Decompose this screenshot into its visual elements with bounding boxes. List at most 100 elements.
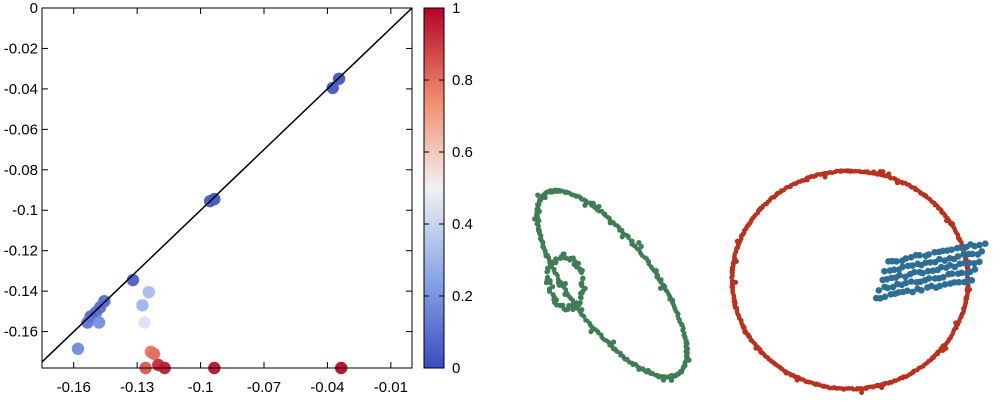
scatter-point-13 (143, 286, 155, 298)
green-cloud-point (582, 203, 587, 208)
blue-cloud-point (926, 275, 933, 282)
blue-cloud-point (882, 294, 889, 301)
colorbar-tick-label: 0.4 (452, 216, 473, 233)
red-cloud-point (734, 259, 739, 264)
green-cloud-point (630, 362, 635, 367)
y-axis: 0 -0.02 -0.04 -0.06 -0.08 -0.1 -0.12 -0.14 -0.16 (4, 0, 412, 341)
red-cloud-point (735, 239, 740, 244)
red-cloud-point (967, 287, 972, 292)
green-inner-point (545, 275, 550, 280)
green-cloud-point (620, 234, 625, 239)
green-cloud-point (678, 370, 683, 375)
red-cloud-point (895, 180, 900, 185)
green-cloud-point (543, 195, 548, 200)
blue-cloud-point (876, 287, 883, 294)
scatter-point-14 (138, 316, 150, 328)
point-cloud-panel (532, 168, 989, 395)
green-cloud-point (537, 209, 542, 214)
colorbar: 0 0.2 0.4 0.6 0.8 1 (424, 0, 473, 377)
green-inner-point (576, 301, 581, 306)
green-cloud-point (588, 329, 593, 334)
green-inner-point (547, 286, 552, 291)
green-cloud-point (669, 373, 674, 378)
red-cloud-point (880, 169, 885, 174)
scatter-point-10 (93, 316, 105, 328)
x-axis: -0.16 -0.13 -0.1 -0.07 -0.04 -0.01 (57, 8, 408, 396)
x-tick-label: -0.16 (57, 379, 91, 396)
colorbar-tick-label: 0 (452, 360, 460, 377)
red-cloud-point (805, 177, 810, 182)
x-tick-label: -0.13 (120, 379, 154, 396)
identity-line (42, 8, 412, 362)
scatter-point-16 (148, 348, 160, 360)
blue-cloud-point (918, 287, 925, 294)
red-cloud-point (953, 320, 958, 325)
green-cloud-point (532, 216, 537, 221)
scatter-points (72, 73, 348, 375)
green-cloud-point (579, 307, 584, 312)
green-cloud-point (563, 281, 568, 286)
scatter-point-11 (72, 343, 84, 355)
x-tick-label: -0.01 (374, 379, 408, 396)
colorbar-tick-label: 0.8 (452, 72, 473, 89)
red-cloud-point (795, 378, 800, 383)
green-ellipse-cloud (532, 188, 692, 383)
green-cloud-point (543, 253, 548, 258)
y-tick-label: -0.12 (4, 243, 38, 260)
red-cloud-point (775, 191, 780, 196)
green-cloud-point (669, 378, 674, 383)
green-cloud-point (612, 346, 617, 351)
red-cloud-point (886, 171, 891, 176)
red-cloud-point (948, 221, 953, 226)
blue-cluster-cloud (873, 240, 989, 301)
red-cloud-point (753, 346, 758, 351)
green-inner-point (553, 256, 558, 261)
green-cloud-point (629, 241, 634, 246)
blue-cloud-point (978, 248, 985, 255)
scatter-point-12 (136, 299, 148, 311)
blue-cloud-point (896, 272, 903, 279)
green-cloud-point (611, 339, 616, 344)
blue-cloud-point (955, 253, 962, 260)
blue-cloud-point (949, 270, 956, 277)
green-inner-point (583, 286, 588, 291)
green-inner-point (570, 307, 575, 312)
green-inner-point (579, 270, 584, 275)
blue-cloud-point (982, 240, 989, 247)
y-tick-label: -0.08 (4, 162, 38, 179)
green-cloud-point (608, 220, 613, 225)
x-tick-label: -0.07 (247, 379, 281, 396)
y-tick-label: -0.02 (4, 40, 38, 57)
y-tick-label: -0.16 (4, 324, 38, 341)
colorbar-tick-label: 0.2 (452, 288, 473, 305)
green-cloud-point (658, 280, 663, 285)
y-tick-label: -0.1 (12, 202, 38, 219)
colorbar-gradient (424, 8, 444, 368)
red-cloud-point (903, 374, 908, 379)
blue-cloud-point (972, 266, 979, 273)
red-cloud-point (863, 386, 868, 391)
green-inner-point (580, 276, 585, 281)
blue-cloud-point (916, 252, 923, 259)
green-cloud-point (662, 284, 667, 289)
blue-cloud-point (948, 246, 955, 253)
blue-cloud-point (925, 251, 932, 258)
green-inner-point (578, 295, 583, 300)
red-cloud-point (742, 330, 747, 335)
green-cloud-point (636, 240, 641, 245)
green-cloud-point (646, 368, 651, 373)
green-inner-point (545, 266, 550, 271)
green-cloud-point (535, 193, 540, 198)
y-tick-label: -0.04 (4, 81, 38, 98)
red-cloud-point (859, 390, 864, 395)
red-cloud-point (871, 170, 876, 175)
blue-cloud-point (976, 259, 983, 266)
y-tick-label: -0.14 (4, 283, 38, 300)
green-cloud-point (686, 358, 691, 363)
colorbar-tick-label: 0.6 (452, 144, 473, 161)
scatter-panel: -0.16 -0.13 -0.1 -0.07 -0.04 -0.01 0-0.02-0.0… (4, 0, 412, 396)
x-tick-label: -0.1 (188, 379, 214, 396)
x-tick-label: -0.04 (310, 379, 344, 396)
green-cloud-point (557, 283, 562, 288)
